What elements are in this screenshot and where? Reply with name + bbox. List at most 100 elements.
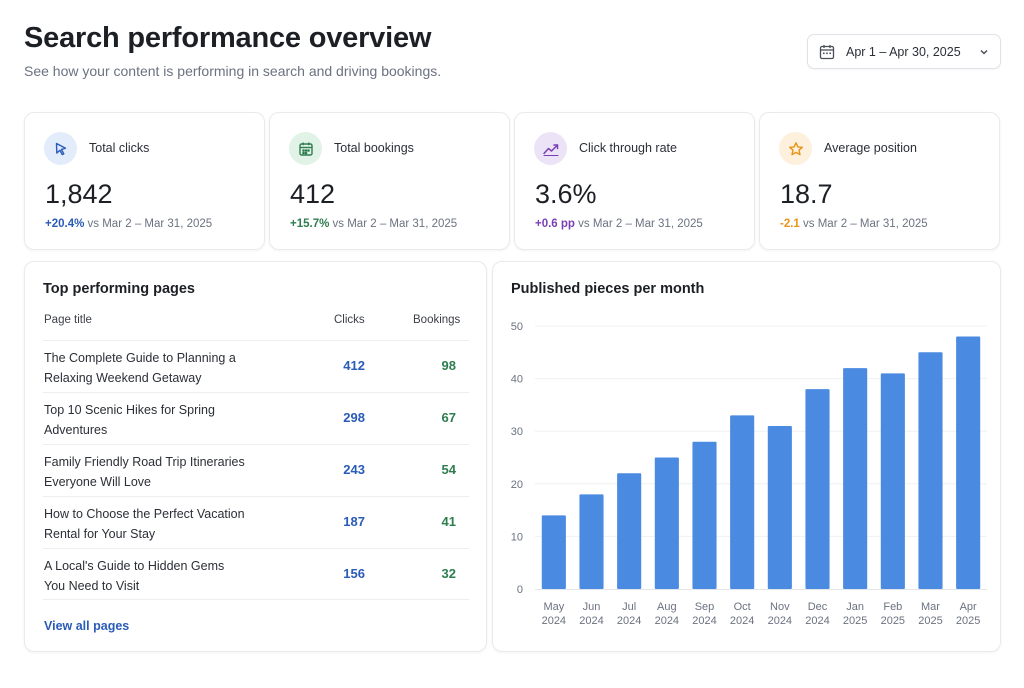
- x-tick-label-month: Nov: [770, 601, 790, 613]
- kpi-delta: +15.7% vs Mar 2 – Mar 31, 2025: [290, 218, 457, 230]
- row-page-title: Top 10 Scenic Hikes for Spring Adventures: [44, 403, 215, 437]
- published-pieces-chart-card: Published pieces per month 0 10 20 30 40 50 Ma…: [492, 261, 1001, 652]
- chevron-down-icon: [978, 46, 990, 58]
- table-row[interactable]: How to Choose the Perfect Vacation Rental…: [43, 496, 469, 548]
- page-title: Search performance overview: [24, 22, 432, 54]
- top-pages-title: Top performing pages: [43, 281, 195, 297]
- x-tick-label-month: Mar: [921, 601, 940, 613]
- bar: [654, 457, 679, 589]
- x-tick-label-year: 2025: [918, 615, 942, 627]
- x-tick-label-month: May: [543, 601, 564, 613]
- bar: [805, 389, 830, 589]
- kpi-change: +20.4%: [45, 218, 85, 230]
- date-range-picker[interactable]: Apr 1 – Apr 30, 2025: [807, 34, 1001, 69]
- x-tick-label-month: Jun: [583, 601, 601, 613]
- kpi-compare: vs Mar 2 – Mar 31, 2025: [803, 218, 928, 230]
- kpi-card-total-bookings: Total bookings 412 +15.7% vs Mar 2 – Mar…: [269, 112, 510, 250]
- row-page-title: The Complete Guide to Planning a Relaxing…: [44, 351, 236, 385]
- bar: [918, 352, 943, 589]
- x-tick-label-month: Apr: [960, 601, 977, 613]
- x-tick-label-year: 2024: [655, 615, 679, 627]
- star-icon: [779, 132, 812, 165]
- kpi-label: Click through rate: [579, 141, 677, 155]
- bar: [541, 515, 566, 589]
- x-tick-label-year: 2025: [881, 615, 905, 627]
- x-tick-label-month: Jan: [846, 601, 864, 613]
- bar: [692, 441, 717, 589]
- kpi-card-average-position: Average position 18.7 -2.1 vs Mar 2 – Ma…: [759, 112, 1000, 250]
- column-header-bookings: Bookings: [413, 314, 461, 326]
- x-tick-label-month: Aug: [657, 601, 677, 613]
- kpi-compare: vs Mar 2 – Mar 31, 2025: [87, 218, 213, 230]
- bar: [843, 368, 868, 589]
- row-clicks: 298: [343, 410, 365, 425]
- x-tick-label-month: Sep: [695, 601, 715, 613]
- kpi-compare: vs Mar 2 – Mar 31, 2025: [332, 218, 458, 230]
- bar: [579, 494, 604, 589]
- x-tick-label-month: Dec: [808, 601, 828, 613]
- column-header-clicks: Clicks: [334, 314, 365, 326]
- row-clicks: 412: [343, 358, 365, 373]
- x-tick-label-year: 2024: [692, 615, 716, 627]
- row-bookings: 98: [441, 358, 456, 373]
- row-bookings: 32: [441, 566, 456, 581]
- x-tick-label-month: Jul: [622, 601, 636, 613]
- table-row[interactable]: Top 10 Scenic Hikes for Spring Adventures…: [43, 392, 469, 444]
- row-bookings: 54: [441, 462, 456, 477]
- x-tick-label-year: 2024: [768, 615, 792, 627]
- kpi-card-total-clicks: Total clicks 1,842 +20.4% vs Mar 2 – Mar…: [24, 112, 265, 250]
- x-tick-label-year: 2024: [542, 615, 566, 627]
- chart-title: Published pieces per month: [511, 281, 705, 297]
- calendar-icon: [289, 132, 322, 165]
- table-row[interactable]: The Complete Guide to Planning a Relaxing…: [43, 340, 469, 392]
- top-pages-card: Top performing pages Page title Clicks B…: [24, 261, 487, 652]
- y-tick-label: 20: [511, 479, 523, 491]
- calendar-icon: [819, 44, 835, 60]
- x-tick-label-year: 2024: [617, 615, 641, 627]
- x-tick-label-year: 2024: [730, 615, 754, 627]
- kpi-change: +15.7%: [290, 218, 330, 230]
- row-clicks: 187: [343, 514, 365, 529]
- x-tick-label-year: 2025: [956, 615, 980, 627]
- x-tick-label-year: 2024: [579, 615, 603, 627]
- bar-chart: 0 10 20 30 40 50 May 2024 Jun 2024 Jul 2024 Aug 2024 S…: [511, 321, 987, 627]
- bar: [730, 415, 755, 589]
- kpi-compare: vs Mar 2 – Mar 31, 2025: [578, 218, 703, 230]
- kpi-delta: -2.1 vs Mar 2 – Mar 31, 2025: [780, 218, 928, 230]
- kpi-delta: +0.6 pp vs Mar 2 – Mar 31, 2025: [535, 218, 703, 230]
- y-tick-label: 30: [511, 426, 523, 438]
- row-page-title: How to Choose the Perfect Vacation Rental…: [44, 507, 245, 541]
- kpi-card-click-through-rate: Click through rate 3.6% +0.6 pp vs Mar 2…: [514, 112, 755, 250]
- x-tick-label-month: Oct: [734, 601, 751, 613]
- kpi-change: -2.1: [780, 218, 800, 230]
- bar: [880, 373, 905, 589]
- row-bookings: 41: [441, 514, 456, 529]
- table-row[interactable]: A Local's Guide to Hidden Gems You Need t…: [43, 548, 469, 600]
- kpi-value: 3.6%: [535, 179, 597, 209]
- kpi-label: Total clicks: [89, 141, 150, 155]
- y-tick-label: 0: [517, 584, 523, 596]
- trend-icon: [534, 132, 567, 165]
- view-all-pages-link[interactable]: View all pages: [44, 619, 130, 633]
- y-tick-label: 50: [511, 321, 523, 333]
- bar: [956, 336, 981, 589]
- row-bookings: 67: [441, 410, 456, 425]
- y-tick-label: 40: [511, 374, 523, 386]
- column-header-page-title: Page title: [44, 314, 92, 326]
- kpi-value: 412: [290, 179, 336, 209]
- date-range-value: Apr 1 – Apr 30, 2025: [846, 44, 961, 59]
- kpi-change: +0.6 pp: [535, 218, 575, 230]
- kpi-value: 1,842: [45, 179, 113, 209]
- bar: [767, 425, 792, 589]
- x-tick-label-year: 2024: [805, 615, 829, 627]
- y-tick-label: 10: [511, 531, 523, 543]
- page-subtitle: See how your content is performing in se…: [24, 63, 442, 79]
- cursor-icon: [44, 132, 77, 165]
- bar: [617, 473, 642, 589]
- row-page-title: A Local's Guide to Hidden Gems You Need t…: [44, 559, 225, 593]
- row-clicks: 243: [343, 462, 365, 477]
- row-page-title: Family Friendly Road Trip Itineraries Eve…: [44, 455, 245, 489]
- table-row[interactable]: Family Friendly Road Trip Itineraries Eve…: [43, 444, 469, 496]
- x-tick-label-year: 2025: [843, 615, 867, 627]
